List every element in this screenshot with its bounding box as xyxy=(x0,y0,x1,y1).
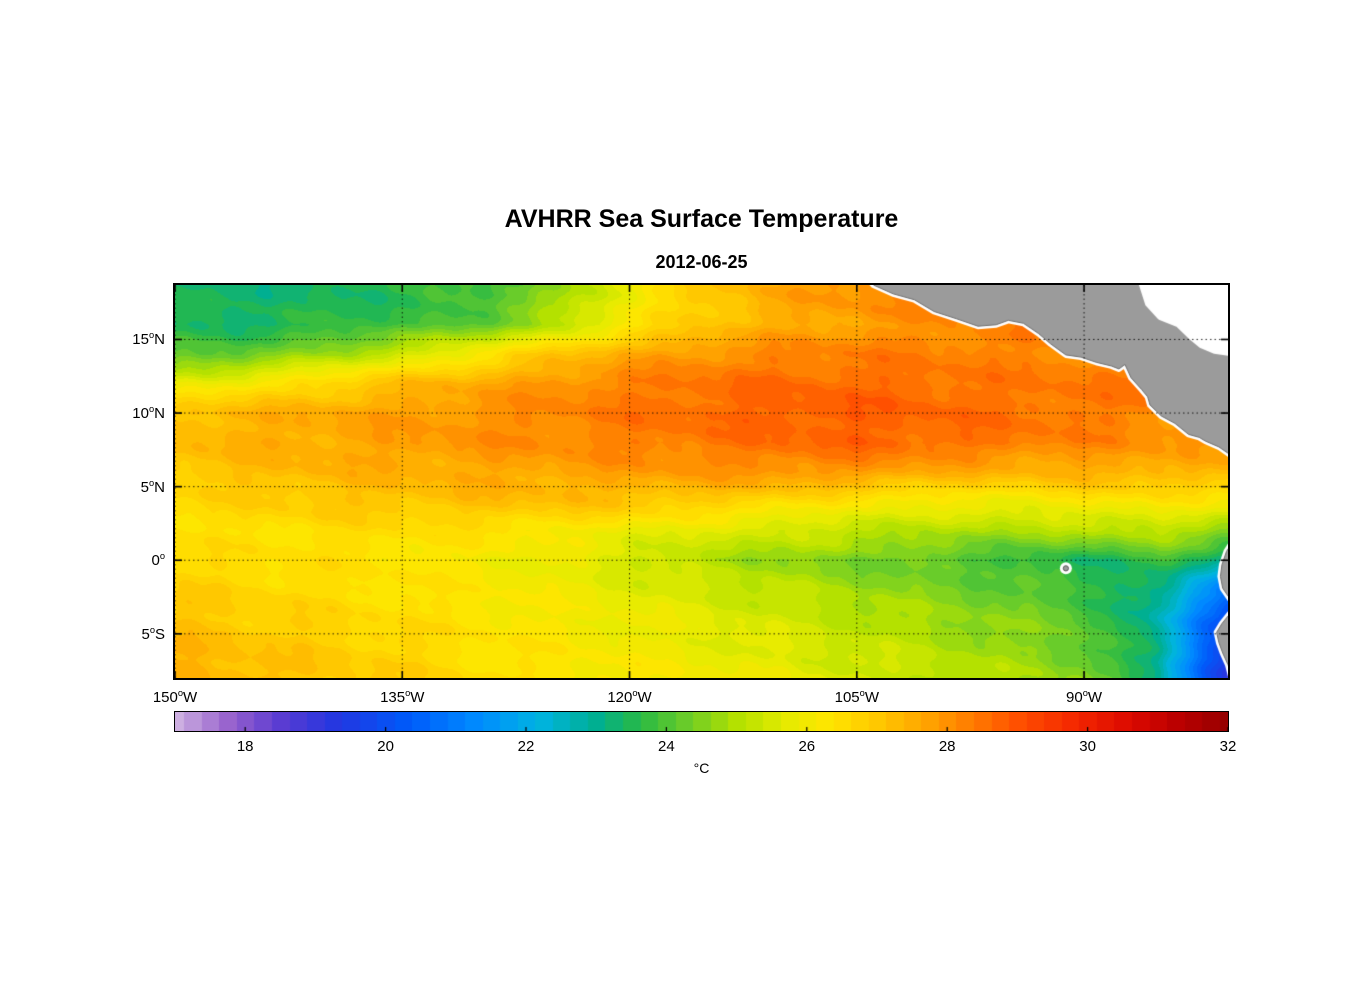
y-tick-label: 0o xyxy=(151,551,165,570)
colorbar-canvas xyxy=(175,712,1228,731)
chart-title: AVHRR Sea Surface Temperature xyxy=(504,205,899,233)
y-tick-label: 10oN xyxy=(132,404,165,423)
map-plot-frame xyxy=(173,283,1230,680)
x-tick-label: 135oW xyxy=(380,688,425,706)
y-tick-label: 5oN xyxy=(140,477,165,496)
colorbar-tick-label: 20 xyxy=(377,738,394,755)
chart-subtitle: 2012-06-25 xyxy=(655,252,748,272)
sst-map-canvas xyxy=(175,285,1228,678)
x-tick-label: 120oW xyxy=(607,688,652,706)
y-tick-label: 5oS xyxy=(141,624,165,643)
colorbar-tick-label: 22 xyxy=(517,738,535,755)
colorbar-tick-label: 32 xyxy=(1219,738,1237,755)
y-tick-label: 15oN xyxy=(132,330,165,349)
colorbar-tick-label: 30 xyxy=(1079,738,1096,755)
x-tick-label: 105oW xyxy=(834,688,879,706)
colorbar-tick-label: 24 xyxy=(658,738,675,755)
colorbar-frame xyxy=(174,711,1229,732)
colorbar-tick-label: 18 xyxy=(236,738,254,755)
x-tick-label: 150oW xyxy=(152,688,198,706)
colorbar-unit-label: °C xyxy=(693,760,710,776)
colorbar-tick-label: 28 xyxy=(938,738,956,755)
x-tick-label: 90oW xyxy=(1066,688,1103,706)
colorbar-tick-label: 26 xyxy=(798,738,816,755)
